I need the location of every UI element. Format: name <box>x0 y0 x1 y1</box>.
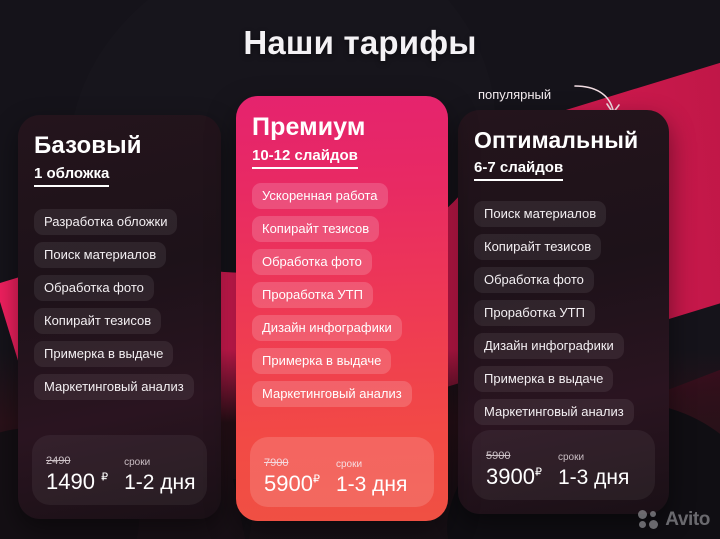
feature-item: Ускоренная работа <box>252 183 388 210</box>
term-label: сроки <box>557 452 585 463</box>
plan-price-box: 5900 3900₽ сроки 1-3 дня <box>472 430 655 500</box>
feature-item: Поиск материалов <box>34 242 167 269</box>
plan-feature-list: Поиск материалов Копирайт тезисов Обрабо… <box>474 201 653 426</box>
feature-item: Копирайт тезисов <box>34 308 162 335</box>
price-column: 5900 3900₽ <box>486 450 542 490</box>
current-price: 3900₽ <box>486 464 542 490</box>
currency-symbol: ₽ <box>312 473 320 486</box>
price-column: 7900 5900₽ <box>264 457 320 497</box>
term-column: сроки 1-2 дня <box>124 457 195 495</box>
price-value: 3900 <box>486 464 535 489</box>
old-price: 2490 <box>46 455 71 467</box>
avito-watermark: Avito <box>638 509 710 531</box>
term-value: 1-3 дня <box>557 466 630 489</box>
price-value: 5900 <box>264 471 313 496</box>
feature-item: Примерка в выдаче <box>252 348 392 375</box>
feature-item: Обработка фото <box>252 249 372 276</box>
feature-item: Маркетинговый анализ <box>252 381 412 408</box>
feature-item: Маркетинговый анализ <box>34 374 194 401</box>
feature-item: Примерка в выдаче <box>474 366 614 393</box>
plan-price-box: 2490 1490 ₽ сроки 1-2 дня <box>32 435 207 505</box>
page-title: Наши тарифы <box>243 24 477 61</box>
plan-title: Оптимальный <box>474 127 639 153</box>
feature-item: Поиск материалов <box>474 201 607 228</box>
current-price: 1490 ₽ <box>46 469 108 495</box>
term-label: сроки <box>124 457 151 468</box>
plan-subtitle: 1 обложка <box>34 165 110 188</box>
feature-item: Маркетинговый анализ <box>474 399 634 426</box>
feature-item: Проработка УТП <box>252 282 373 309</box>
plan-card-premium[interactable]: Премиум 10-12 слайдов Ускоренная работа … <box>236 96 448 521</box>
plan-feature-list: Ускоренная работа Копирайт тезисов Обраб… <box>252 183 432 408</box>
plan-subtitle: 6-7 слайдов <box>474 159 564 182</box>
old-price: 7900 <box>264 457 289 469</box>
plan-subtitle: 10-12 слайдов <box>252 147 358 170</box>
old-price: 5900 <box>486 450 511 462</box>
term-value: 1-2 дня <box>124 471 196 494</box>
plan-title: Премиум <box>252 113 366 141</box>
feature-item: Обработка фото <box>474 267 594 294</box>
feature-item: Разработка обложки <box>34 209 178 236</box>
feature-item: Примерка в выдаче <box>34 341 174 368</box>
plan-price-box: 7900 5900₽ сроки 1-3 дня <box>250 437 434 507</box>
feature-item: Копирайт тезисов <box>252 216 380 243</box>
popular-badge: популярный <box>478 85 638 122</box>
term-label: сроки <box>335 459 363 470</box>
avito-brand-label: Avito <box>665 509 710 530</box>
price-column: 2490 1490 ₽ <box>46 455 108 495</box>
price-value: 1490 <box>46 469 95 494</box>
term-column: сроки 1-3 дня <box>558 452 629 490</box>
plan-card-optimal[interactable]: Оптимальный 6-7 слайдов Поиск материалов… <box>458 110 669 514</box>
feature-item: Дизайн инфографики <box>252 315 402 342</box>
feature-item: Дизайн инфографики <box>474 333 624 360</box>
feature-item: Обработка фото <box>34 275 154 302</box>
popular-badge-label: популярный <box>478 87 552 102</box>
avito-dots-icon <box>638 510 660 530</box>
feature-item: Копирайт тезисов <box>474 234 602 261</box>
plan-title: Базовый <box>34 132 142 159</box>
feature-item: Проработка УТП <box>474 300 595 327</box>
term-value: 1-3 дня <box>335 473 408 496</box>
term-column: сроки 1-3 дня <box>336 459 407 497</box>
plan-feature-list: Разработка обложки Поиск материалов Обра… <box>34 209 205 401</box>
currency-symbol: ₽ <box>534 466 542 479</box>
current-price: 5900₽ <box>264 471 320 497</box>
plan-card-basic[interactable]: Базовый 1 обложка Разработка обложки Пои… <box>18 115 221 519</box>
currency-symbol: ₽ <box>101 471 109 484</box>
